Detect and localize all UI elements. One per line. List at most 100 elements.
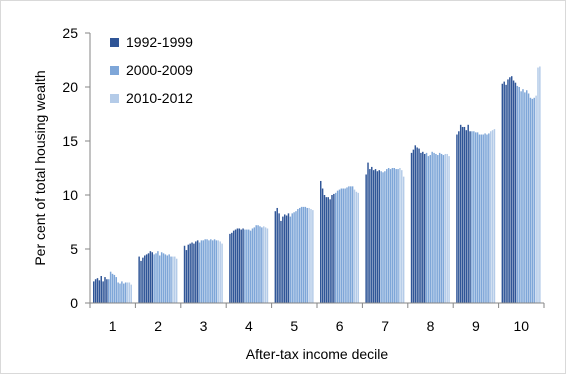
- bar: [289, 216, 292, 303]
- bar: [153, 254, 155, 303]
- bar: [151, 252, 154, 303]
- x-tick-label: 4: [245, 318, 253, 334]
- bar: [493, 129, 496, 303]
- bar: [395, 169, 397, 303]
- bar: [166, 255, 169, 303]
- bar: [348, 186, 350, 303]
- bar: [510, 76, 513, 303]
- bar: [246, 229, 248, 303]
- bar: [94, 279, 97, 303]
- bar: [240, 229, 242, 303]
- x-tick-label: 10: [514, 318, 530, 334]
- bar: [104, 277, 106, 303]
- y-axis-ticks: 0 5 10 15 20 25: [62, 25, 90, 311]
- bar: [189, 243, 191, 303]
- bar: [274, 211, 277, 303]
- bar: [531, 98, 534, 303]
- bar: [172, 256, 174, 303]
- bar: [351, 186, 354, 303]
- bar: [175, 258, 178, 303]
- bar: [374, 169, 377, 303]
- bar: [308, 207, 310, 303]
- bar: [282, 216, 284, 303]
- bar: [518, 87, 520, 303]
- bar: [126, 282, 129, 303]
- bar: [160, 252, 163, 303]
- bar: [376, 171, 379, 303]
- bar: [253, 227, 256, 303]
- bar: [210, 239, 212, 303]
- bar: [333, 193, 335, 303]
- bar: [461, 126, 464, 304]
- bar: [187, 244, 190, 303]
- bar: [312, 210, 314, 303]
- bar: [365, 174, 367, 303]
- bar: [174, 256, 176, 303]
- bar: [397, 169, 399, 303]
- bar: [155, 253, 157, 303]
- bar: [280, 220, 282, 303]
- bar: [302, 206, 305, 303]
- bar: [474, 132, 477, 303]
- bar: [399, 168, 401, 303]
- bar: [323, 195, 326, 303]
- bar: [355, 191, 358, 303]
- bar: [164, 254, 167, 303]
- bar: [96, 278, 99, 303]
- bar: [213, 239, 216, 303]
- bar: [433, 152, 435, 303]
- bar: [106, 279, 108, 303]
- bar: [371, 166, 373, 303]
- bar: [208, 240, 210, 303]
- bar: [488, 133, 490, 303]
- bar: [102, 281, 104, 303]
- bar: [145, 254, 148, 303]
- bar: [527, 93, 530, 303]
- bar: [380, 171, 382, 303]
- y-tick-label: 0: [70, 295, 78, 311]
- legend-label: 1992-1999: [126, 34, 193, 50]
- bar: [259, 226, 261, 303]
- legend-swatch: [110, 94, 119, 103]
- bar: [257, 225, 259, 303]
- bar: [298, 207, 301, 303]
- bar: [336, 190, 339, 303]
- bar: [387, 168, 390, 303]
- y-axis-label: Per cent of total housing wealth: [32, 70, 48, 265]
- bar: [524, 92, 526, 304]
- bar: [448, 156, 450, 303]
- bar: [507, 79, 509, 303]
- bar: [144, 255, 146, 303]
- bar: [111, 273, 114, 303]
- y-tick-label: 15: [62, 133, 78, 149]
- bar: [357, 192, 359, 303]
- bar: [238, 228, 241, 303]
- bar: [503, 81, 505, 303]
- bar: [121, 281, 123, 303]
- bar: [157, 251, 159, 303]
- bar: [266, 228, 269, 303]
- bar: [170, 256, 172, 303]
- x-tick-label: 7: [381, 318, 389, 334]
- x-tick-label: 9: [472, 318, 480, 334]
- bar: [522, 89, 524, 303]
- bar: [431, 151, 433, 303]
- bar: [416, 147, 418, 303]
- bar: [162, 253, 165, 303]
- bar: [300, 206, 303, 303]
- bar: [310, 209, 312, 303]
- bar: [93, 281, 95, 303]
- bar: [206, 239, 208, 303]
- x-tick-label: 6: [336, 318, 344, 334]
- bar: [420, 152, 422, 303]
- x-tick-label: 8: [427, 318, 435, 334]
- bar: [261, 227, 263, 303]
- y-tick-label: 10: [62, 187, 78, 203]
- x-tick-label: 3: [200, 318, 208, 334]
- bar: [287, 213, 290, 303]
- bar: [465, 130, 468, 303]
- bar: [202, 240, 205, 303]
- bar: [115, 277, 117, 303]
- bar: [456, 134, 458, 303]
